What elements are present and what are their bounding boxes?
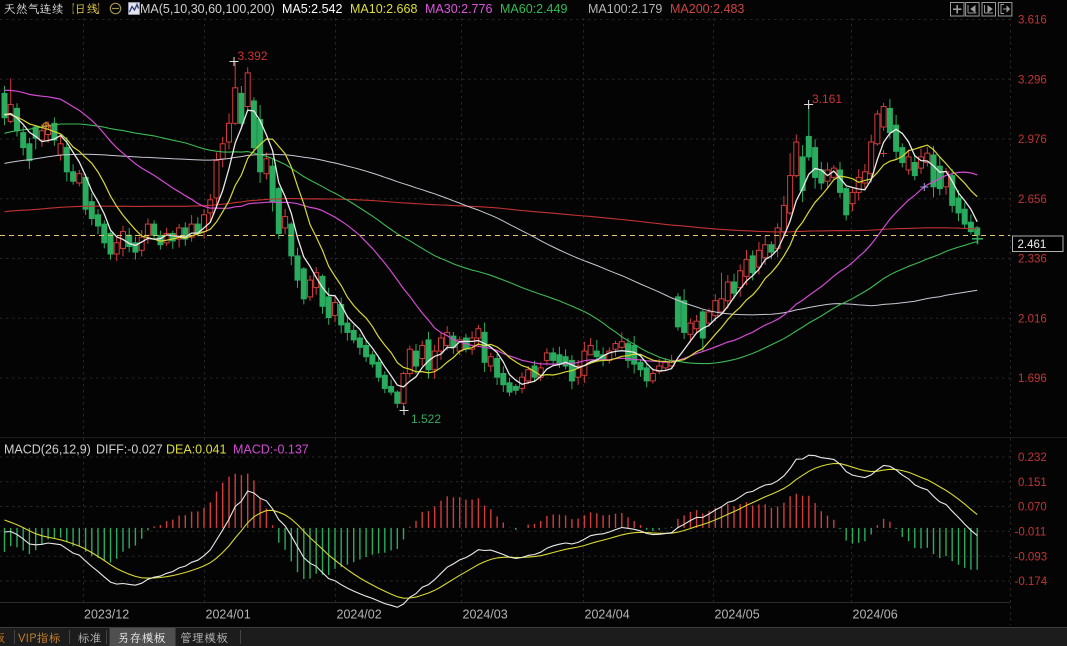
svg-text:MACD:-0.137: MACD:-0.137 (233, 443, 309, 457)
svg-text:-0.093: -0.093 (1015, 552, 1048, 564)
svg-text:2.461: 2.461 (1018, 239, 1047, 251)
svg-text:MA30:2.776: MA30:2.776 (425, 2, 492, 16)
svg-text:2024/03: 2024/03 (463, 608, 508, 622)
svg-text:2.336: 2.336 (1018, 254, 1047, 266)
svg-text:2.656: 2.656 (1018, 194, 1047, 206)
svg-text:2.976: 2.976 (1018, 134, 1047, 146)
svg-text:3.616: 3.616 (1018, 15, 1047, 27)
svg-text:0.232: 0.232 (1018, 452, 1047, 464)
svg-text:-0.011: -0.011 (1015, 527, 1047, 539)
svg-text:2.016: 2.016 (1018, 313, 1047, 325)
svg-text:2024/05: 2024/05 (715, 608, 760, 622)
svg-text:MA100:2.179: MA100:2.179 (588, 2, 662, 16)
svg-text:2024/04: 2024/04 (585, 608, 630, 622)
svg-text:MA200:2.483: MA200:2.483 (670, 2, 744, 16)
svg-text:DEA:0.041: DEA:0.041 (166, 443, 227, 457)
svg-text:MA60:2.449: MA60:2.449 (500, 2, 567, 16)
svg-text:0.151: 0.151 (1018, 477, 1047, 489)
svg-text:MA10:2.668: MA10:2.668 (350, 2, 417, 16)
svg-text:2024/06: 2024/06 (853, 608, 898, 622)
svg-text:2024/01: 2024/01 (206, 608, 251, 622)
svg-text:0.070: 0.070 (1018, 502, 1047, 514)
svg-text:2023/12: 2023/12 (84, 608, 129, 622)
svg-text:1.522: 1.522 (411, 412, 441, 426)
svg-text:3.161: 3.161 (812, 92, 842, 106)
svg-text:MA5:2.542: MA5:2.542 (282, 2, 343, 16)
svg-text:1.696: 1.696 (1018, 373, 1047, 385)
svg-text:MACD(26,12,9): MACD(26,12,9) (4, 443, 91, 457)
svg-text:MA(5,10,30,60,100,200): MA(5,10,30,60,100,200) (140, 2, 275, 16)
svg-text:2024/02: 2024/02 (337, 608, 382, 622)
svg-text:3.392: 3.392 (238, 49, 268, 63)
svg-text:-0.174: -0.174 (1015, 576, 1048, 588)
svg-text:DIFF:-0.027: DIFF:-0.027 (96, 443, 163, 457)
svg-text:3.296: 3.296 (1018, 74, 1047, 86)
